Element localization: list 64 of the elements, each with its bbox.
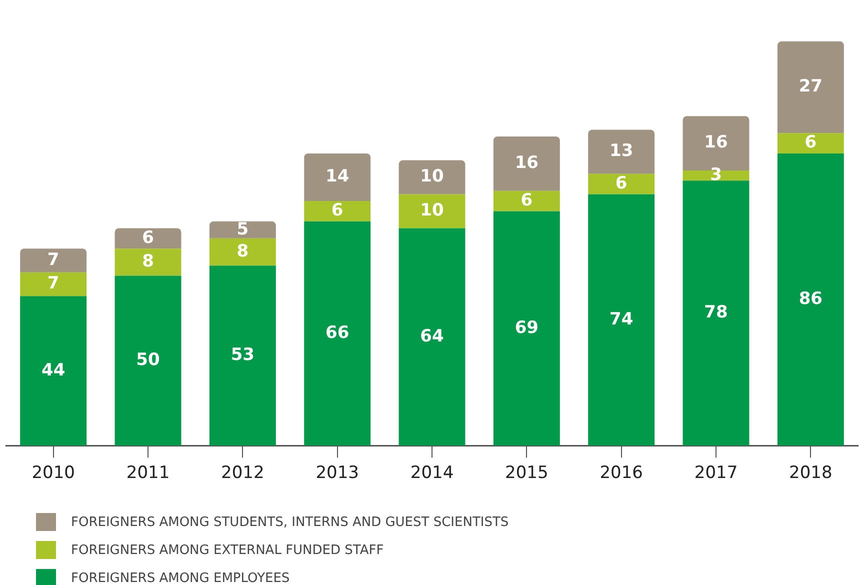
bar [493, 190, 560, 212]
data-label: 6 [804, 132, 817, 153]
data-label: 27 [798, 76, 823, 97]
data-label: 7 [47, 250, 60, 270]
data-label: 6 [520, 190, 533, 210]
bar [20, 296, 87, 446]
bar [493, 211, 560, 446]
x-tick-label: 2018 [789, 463, 832, 484]
bar [588, 174, 655, 194]
bar [114, 248, 182, 276]
bar [398, 228, 466, 446]
legend-label: FOREIGNERS AMONG EMPLOYEES [71, 570, 290, 585]
bar [20, 272, 87, 296]
bar [114, 228, 182, 249]
legend-label: FOREIGNERS AMONG STUDENTS, INTERNS AND GUEST SCIENTISTS [71, 514, 509, 530]
data-label: 8 [142, 252, 154, 272]
data-label: 74 [609, 309, 634, 330]
bar [209, 221, 276, 238]
x-tick-label: 2014 [410, 463, 454, 484]
bar [209, 238, 276, 266]
bar [493, 136, 560, 191]
data-label: 50 [136, 350, 160, 370]
data-label: 10 [420, 200, 444, 221]
data-label: 64 [420, 326, 444, 346]
data-label: 13 [609, 141, 634, 162]
bar [20, 248, 87, 272]
data-label: 16 [514, 153, 539, 174]
bar [209, 266, 276, 446]
x-tick-label: 2011 [126, 463, 170, 484]
bar [304, 221, 371, 446]
bar [777, 153, 844, 446]
x-tick-label: 2015 [505, 463, 548, 484]
x-tick-label: 2013 [316, 463, 359, 484]
data-label: 44 [41, 360, 66, 380]
bar [777, 133, 844, 154]
data-label: 66 [325, 322, 350, 343]
bar [304, 153, 371, 202]
legend-label: FOREIGNERS AMONG EXTERNAL FUNDED STAFF [71, 542, 384, 558]
data-label: 7 [47, 274, 60, 294]
data-label: 10 [420, 166, 444, 187]
data-label: 16 [704, 132, 728, 153]
data-label: 86 [798, 288, 823, 309]
bar [588, 194, 655, 446]
data-label: 5 [236, 219, 249, 240]
x-tick-label: 2017 [694, 463, 738, 484]
data-label: 53 [230, 345, 255, 366]
data-label: 69 [514, 318, 539, 338]
bar [304, 201, 371, 222]
data-label: 14 [325, 166, 350, 187]
x-tick-label: 2010 [32, 463, 75, 484]
data-label: 3 [710, 164, 722, 185]
data-label: 8 [236, 241, 249, 262]
x-tick-label: 2012 [221, 463, 264, 484]
data-label: 78 [704, 302, 728, 323]
bar [398, 160, 466, 194]
bar [777, 41, 844, 134]
bar [588, 130, 655, 174]
data-label: 6 [142, 228, 154, 248]
bar [114, 276, 182, 446]
x-tick-label: 2016 [600, 463, 643, 484]
bar [682, 180, 750, 446]
data-label: 6 [331, 200, 344, 221]
data-label: 6 [615, 173, 628, 194]
bar [398, 194, 466, 228]
